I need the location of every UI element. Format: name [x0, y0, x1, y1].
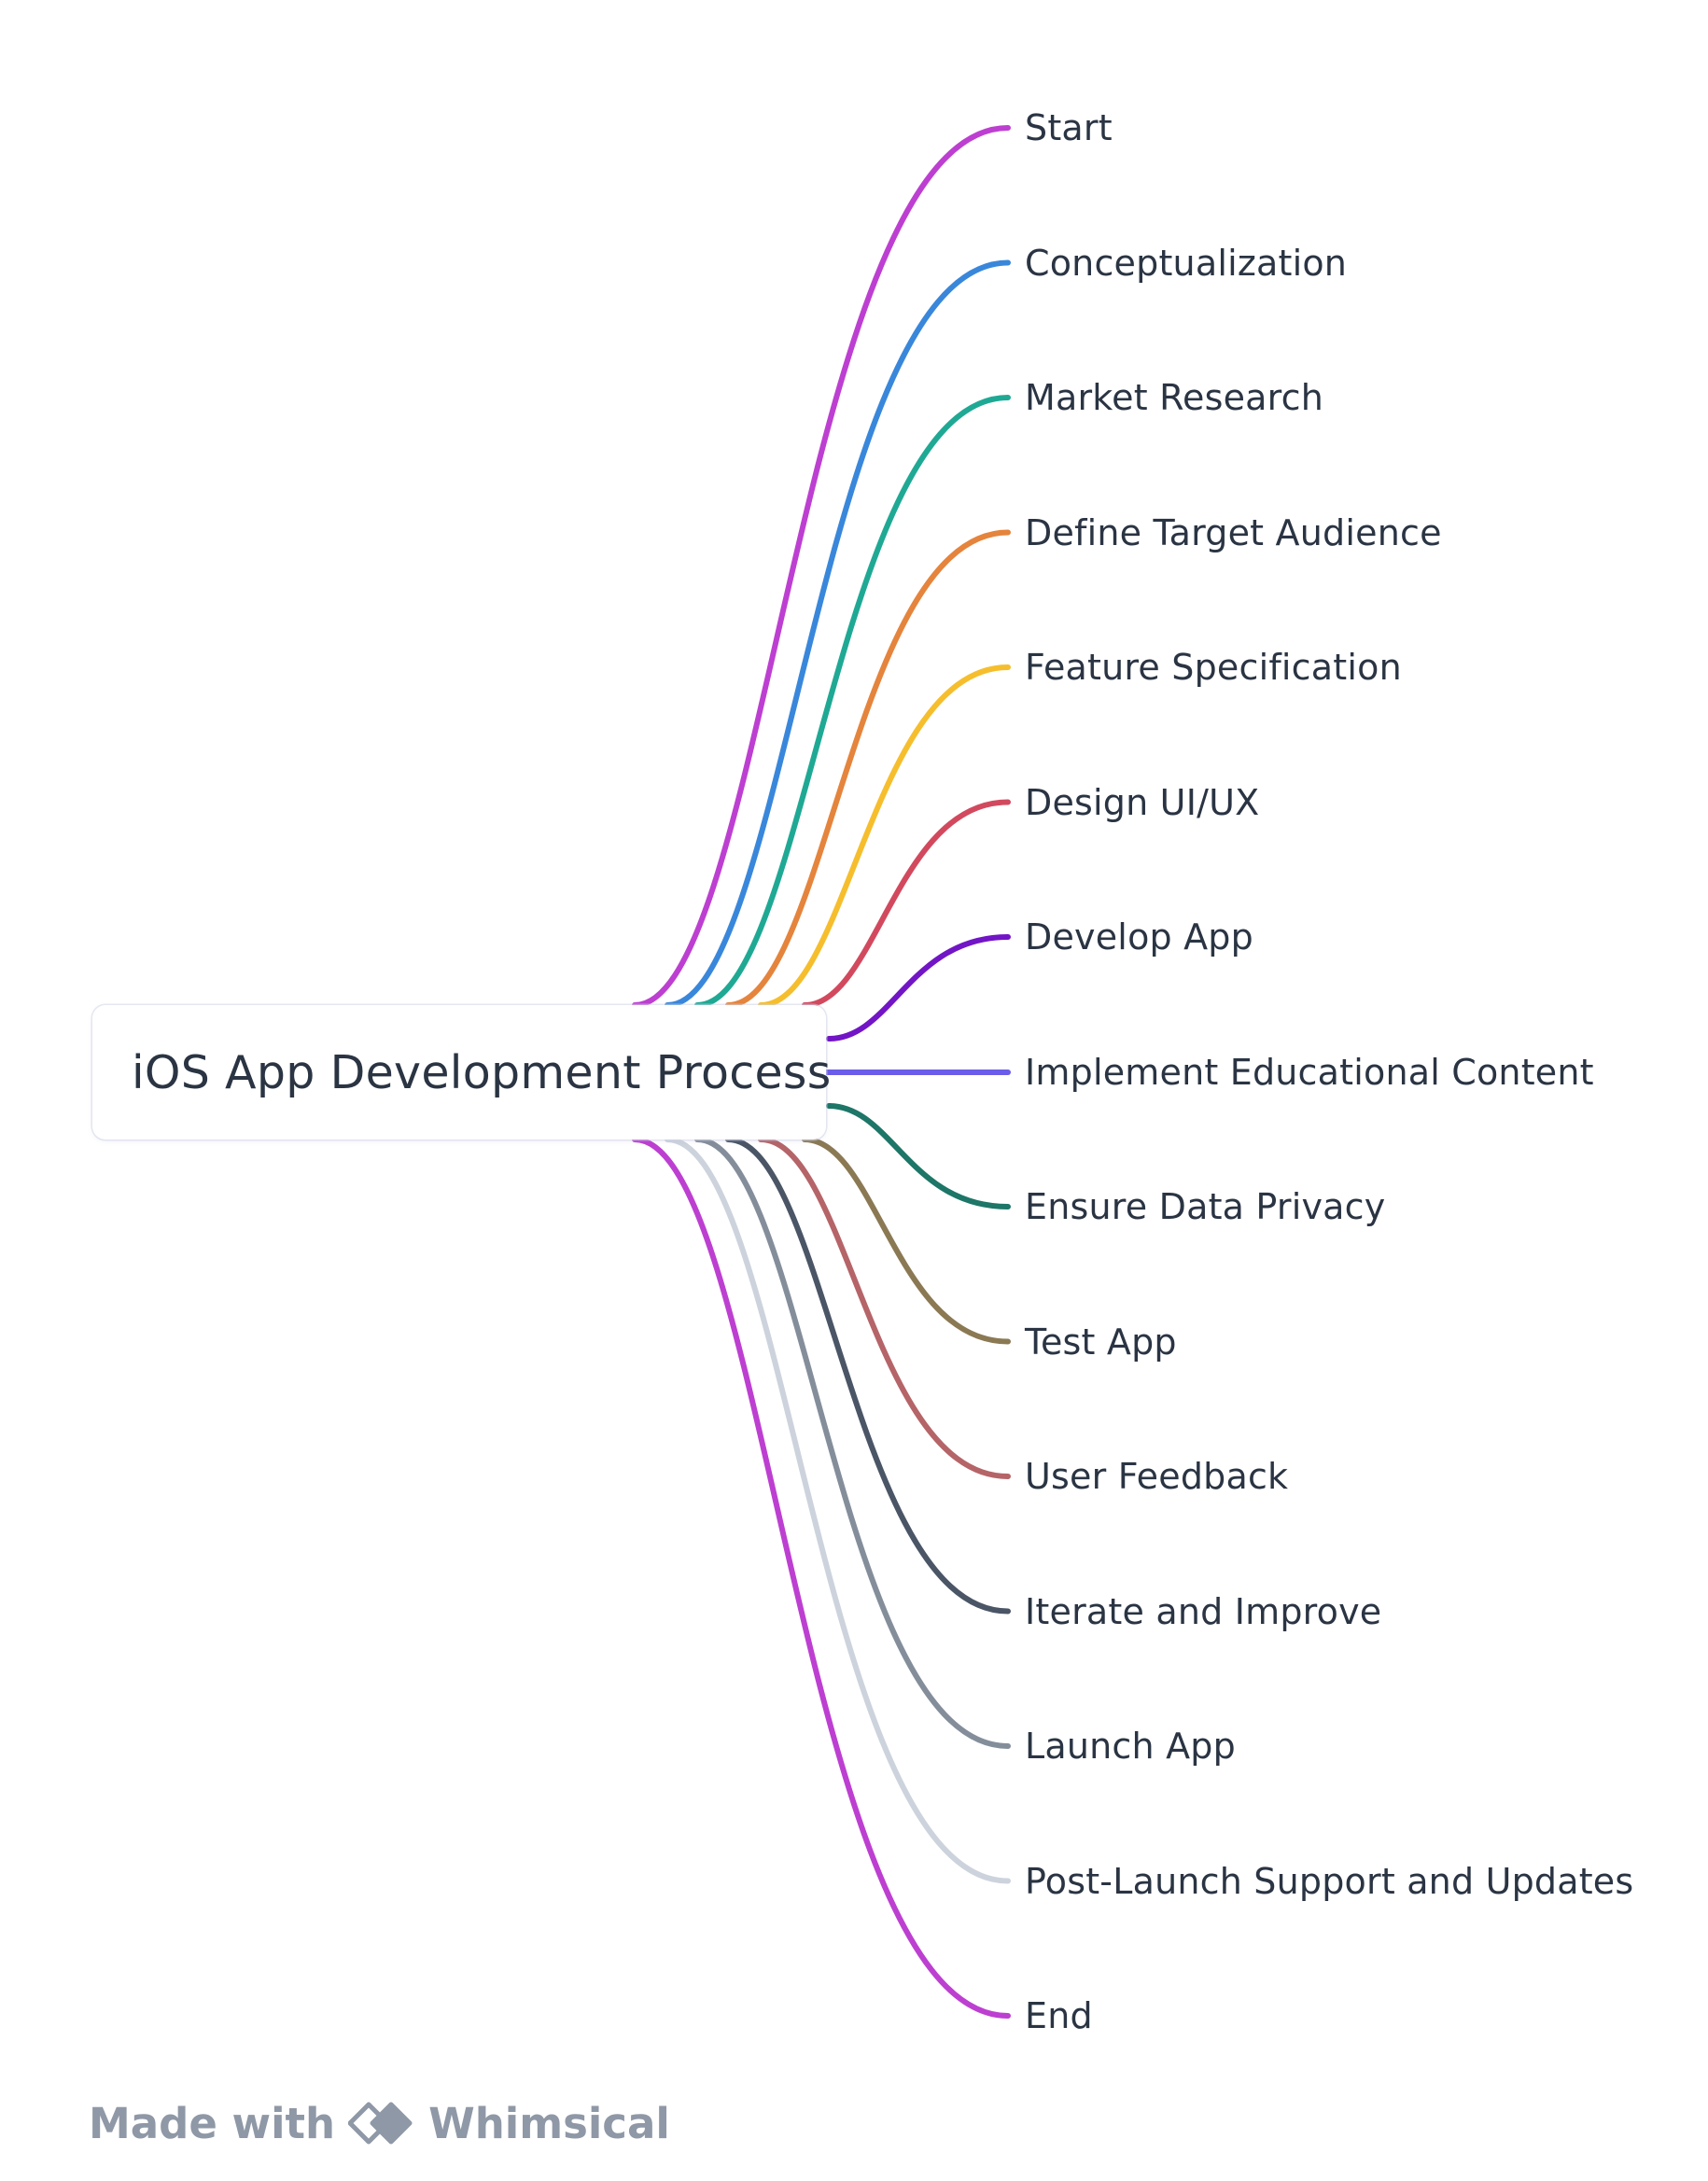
- connector-design-ui-ux: [802, 799, 1011, 1008]
- node-iterate-and-improve[interactable]: Iterate and Improve: [1025, 1590, 1382, 1632]
- node-launch-app[interactable]: Launch App: [1025, 1726, 1236, 1767]
- node-market-research[interactable]: Market Research: [1025, 377, 1324, 418]
- made-with-text: Made with: [89, 2098, 336, 2148]
- whimsical-logo-icon: [348, 2102, 413, 2145]
- connector-iterate-and-improve: [725, 1137, 1011, 1615]
- connector-user-feedback: [758, 1137, 1011, 1479]
- connector-market-research: [694, 395, 1011, 1008]
- connector-develop-app: [826, 934, 1011, 1042]
- connector-start: [632, 125, 1011, 1008]
- node-start[interactable]: Start: [1025, 107, 1113, 148]
- root-node-label: iOS App Development Process: [132, 1045, 832, 1099]
- node-test-app[interactable]: Test App: [1025, 1321, 1177, 1363]
- node-post-launch-support-and-updates[interactable]: Post-Launch Support and Updates: [1025, 1860, 1634, 1902]
- node-user-feedback[interactable]: User Feedback: [1025, 1456, 1289, 1497]
- made-with-whimsical-footer[interactable]: Made with Whimsical: [89, 2095, 670, 2151]
- node-ensure-data-privacy[interactable]: Ensure Data Privacy: [1025, 1186, 1386, 1227]
- node-define-target-audience[interactable]: Define Target Audience: [1025, 511, 1442, 553]
- node-end[interactable]: End: [1025, 1995, 1093, 2036]
- node-implement-educational-content[interactable]: Implement Educational Content: [1025, 1051, 1594, 1093]
- connector-feature-specification: [758, 664, 1011, 1008]
- connector-test-app: [802, 1137, 1011, 1345]
- connector-conceptualization: [665, 259, 1011, 1008]
- node-conceptualization[interactable]: Conceptualization: [1025, 242, 1348, 284]
- connector-ensure-data-privacy: [826, 1103, 1011, 1209]
- node-design-ui-ux[interactable]: Design UI/UX: [1025, 781, 1260, 823]
- connector-launch-app: [694, 1137, 1011, 1749]
- node-develop-app[interactable]: Develop App: [1025, 916, 1253, 958]
- whimsical-brand-text: Whimsical: [428, 2098, 670, 2148]
- branch-connectors: [632, 125, 1011, 2019]
- node-feature-specification[interactable]: Feature Specification: [1025, 647, 1402, 688]
- root-node[interactable]: iOS App Development Process: [92, 1005, 831, 1139]
- connector-end: [632, 1137, 1011, 2019]
- connector-post-launch-support-and-updates: [665, 1137, 1011, 1884]
- connector-define-target-audience: [725, 529, 1011, 1008]
